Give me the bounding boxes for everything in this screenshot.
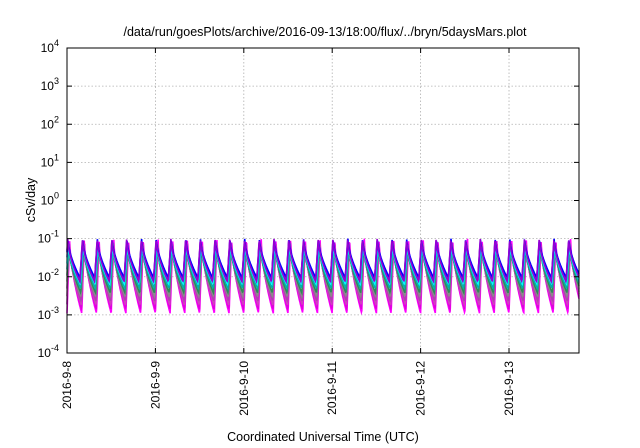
y-tick-label: 101 xyxy=(41,152,59,169)
x-tick-label: 2016-9-13 xyxy=(502,361,516,416)
y-tick-label: 10-4 xyxy=(38,343,59,360)
x-tick-label: 2016-9-10 xyxy=(237,361,251,416)
y-axis-label: cSv/day xyxy=(24,177,38,222)
series-group xyxy=(66,238,580,316)
x-tick-label: 2016-9-11 xyxy=(325,361,339,415)
x-axis: 2016-9-8 2016-9-9 2016-9-10 2016-9-11 2016-9… xyxy=(60,48,516,416)
y-tick-label: 102 xyxy=(41,114,59,131)
y-tick-label: 104 xyxy=(41,38,59,55)
chart-title: /data/run/goesPlots/archive/2016-09-13/1… xyxy=(123,25,527,39)
grid xyxy=(67,48,579,353)
y-tick-label: 10-3 xyxy=(38,305,59,322)
y-tick-label: 100 xyxy=(41,191,59,208)
series-line xyxy=(66,238,580,285)
x-tick-label: 2016-9-12 xyxy=(414,361,428,416)
x-tick-label: 2016-9-9 xyxy=(148,361,162,409)
x-tick-label: 2016-9-8 xyxy=(60,361,74,409)
y-tick-label: 10-1 xyxy=(38,229,59,246)
y-tick-label: 10-2 xyxy=(38,267,59,284)
y-tick-label: 103 xyxy=(41,76,59,93)
x-axis-label: Coordinated Universal Time (UTC) xyxy=(227,430,419,444)
